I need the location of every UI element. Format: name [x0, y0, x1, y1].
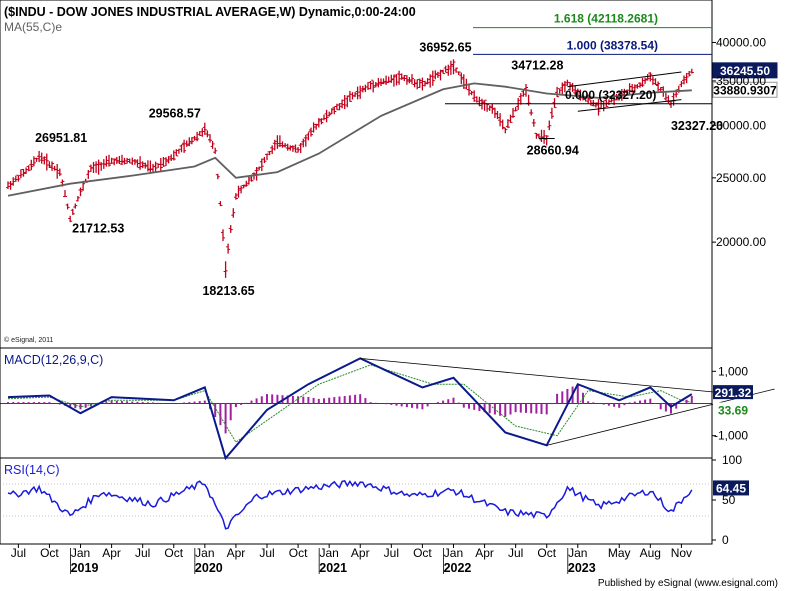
x-tick-label: Jan: [195, 546, 214, 560]
price-annotation-5: 34712.28: [511, 58, 563, 72]
x-tick-label: Oct: [289, 546, 308, 560]
macd-title: MACD(12,26,9,C): [4, 353, 103, 367]
macd-y-tick: -1,000: [714, 429, 748, 443]
price-badge-1: 33880.9307: [713, 83, 777, 97]
x-tick-label: May: [608, 546, 631, 560]
x-year-label: 2023: [568, 561, 596, 575]
axis-layer: 40000.00 35000.00 30000.00 25000.00 20000.00…: [11, 35, 767, 575]
x-tick-label: Jul: [259, 546, 274, 560]
fib-label-1: 1.000 (38378.54): [567, 38, 658, 52]
price-y-tick: 40000.00: [716, 35, 766, 49]
x-tick-label: Jul: [135, 546, 150, 560]
price-annotation-1: 21712.53: [72, 221, 124, 235]
x-year-label: 2020: [195, 561, 223, 575]
ma-label: MA(55,C)e: [4, 20, 62, 34]
x-year-label: 2019: [71, 561, 99, 575]
x-tick-label: Jan: [71, 546, 90, 560]
price-y-tick: 30000.00: [716, 118, 766, 132]
ma-line: [7, 82, 692, 197]
publisher-label: Published by eSignal (www.esignal.com): [598, 578, 778, 589]
x-tick-label: Jul: [384, 546, 399, 560]
rsi-badge-bg: [713, 480, 749, 496]
channel-upper: [567, 71, 682, 88]
x-tick-label: Oct: [40, 546, 59, 560]
macd-badge-bg-1: [713, 402, 753, 417]
macd-trend-upper: [360, 358, 734, 395]
price-badge-bg-1: [712, 81, 778, 98]
x-tick-label: Nov: [671, 546, 692, 560]
rsi-y-tick: 50: [722, 493, 736, 507]
macd-line: [7, 357, 693, 461]
price-y-tick: 35000.00: [716, 74, 766, 88]
x-tick-label: Jan: [568, 546, 587, 560]
x-year-label: 2022: [444, 561, 472, 575]
price-badge-bg-0: [712, 62, 778, 79]
price-annotation-7: 32327.20: [671, 119, 723, 133]
macd-y-tick: 1,000: [718, 364, 748, 378]
copyright-label: © eSignal, 2011: [4, 336, 54, 344]
rsi-title: RSI(14,C): [4, 463, 60, 477]
fib-label-0: 1.618 (42118.2681): [554, 12, 658, 26]
channel-lower: [577, 99, 682, 112]
x-tick-label: Jan: [319, 546, 338, 560]
x-tick-label: Jan: [444, 546, 463, 560]
x-tick-label: Oct: [413, 546, 432, 560]
rsi-panel-frame: [0, 457, 713, 545]
macd-badge-1: 33.69: [718, 403, 748, 417]
fib-label-2: 0.000 (32327.20): [565, 88, 656, 102]
series-layer: [6, 59, 694, 530]
rsi-badge: 64.45: [716, 481, 746, 495]
price-y-tick: 20000.00: [716, 235, 766, 249]
rsi-y-tick: 100: [722, 453, 742, 467]
rsi-y-tick: 0: [722, 533, 729, 547]
panel-frames: [0, 0, 713, 545]
x-tick-label: Aug: [640, 546, 661, 560]
price-y-tick: 25000.00: [716, 171, 766, 185]
price-annotation-2: 29568.57: [149, 107, 201, 121]
macd-badge-0: 291.32: [715, 386, 752, 400]
price-annotation-4: 36952.65: [419, 40, 471, 54]
price-annotation-3: 18213.65: [202, 284, 254, 298]
price-badge-0: 36245.50: [720, 64, 770, 78]
x-tick-label: Oct: [164, 546, 183, 560]
x-tick-label: Jul: [508, 546, 523, 560]
x-tick-label: Apr: [227, 546, 246, 560]
chart-title: ($INDU - DOW JONES INDUSTRIAL AVERAGE,W)…: [4, 5, 416, 19]
grid-layer: [0, 403, 712, 517]
macd-badge-bg-0: [713, 385, 753, 400]
x-tick-label: Apr: [351, 546, 370, 560]
price-annotation-0: 26951.81: [35, 131, 87, 145]
x-tick-label: Apr: [475, 546, 494, 560]
x-tick-label: Oct: [537, 546, 556, 560]
x-year-label: 2021: [319, 561, 347, 575]
x-tick-label: Apr: [102, 546, 121, 560]
annotation-layer: 1.618 (42118.2681) 1.000 (38378.54) 0.000 …: [35, 12, 778, 496]
price-annotation-6: 28660.94: [527, 143, 579, 157]
rsi-line: [7, 479, 693, 530]
x-tick-label: Jul: [11, 546, 26, 560]
macd-signal-line: [7, 364, 692, 443]
